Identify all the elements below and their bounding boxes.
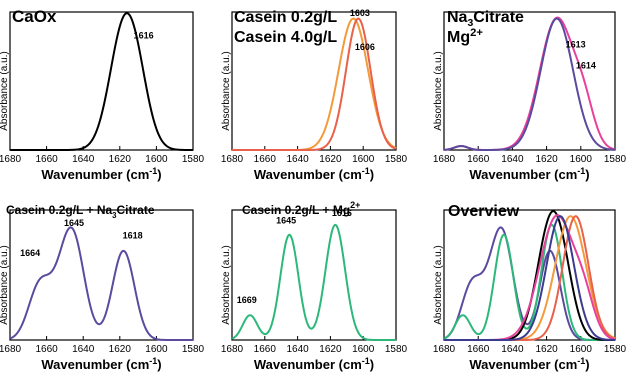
peak-annotation: 1664 — [20, 248, 40, 258]
x-tick-label: 1620 — [535, 154, 558, 165]
x-axis-label: Wavenumber (cm-1) — [469, 166, 589, 182]
x-tick-label: 1580 — [385, 154, 408, 165]
panel-title: Casein 0.2g/L + Na3Citrate — [6, 203, 155, 220]
y-axis-label: Absorbance (a.u.) — [221, 51, 232, 131]
peak-annotation: 1603 — [350, 8, 370, 18]
peak-annotation: 1645 — [276, 216, 296, 226]
x-tick-label: 1640 — [286, 154, 309, 165]
peak-annotation: 1606 — [355, 42, 375, 52]
plot-frame — [443, 11, 616, 151]
panel-title: Na3Citrate — [447, 9, 524, 29]
panel-title: Casein 0.2g/L + Mg2+ — [242, 200, 360, 217]
x-tick-label: 1580 — [182, 154, 205, 165]
x-tick-label: 1600 — [352, 154, 375, 165]
x-tick-label: 1660 — [254, 154, 277, 165]
x-tick-label: 1640 — [286, 344, 309, 355]
panel-title: Casein 0.2g/L — [234, 9, 337, 26]
x-tick-label: 1620 — [535, 344, 558, 355]
x-tick-label: 1680 — [433, 344, 456, 355]
series-line-1 — [10, 12, 193, 151]
y-axis-label: Absorbance (a.u.) — [221, 245, 232, 325]
y-axis-label: Absorbance (a.u.) — [433, 245, 444, 325]
x-tick-label: 1580 — [604, 344, 627, 355]
x-tick-label: 1600 — [145, 344, 168, 355]
x-tick-label: 1580 — [385, 344, 408, 355]
y-axis-label: Absorbance (a.u.) — [0, 245, 10, 325]
panel-3: 1680 1660 1640 1620 1600 1580 Wavenumber (cm-1… — [433, 9, 627, 182]
series-line-1 — [9, 226, 193, 341]
peak-annotation: 1613 — [566, 39, 586, 49]
x-axis-label: Wavenumber (cm-1) — [41, 166, 161, 182]
x-tick-label: 1620 — [109, 344, 132, 355]
x-tick-label: 1680 — [433, 154, 456, 165]
series-line-7 — [444, 215, 616, 341]
peak-annotation: 1614 — [576, 61, 596, 71]
series-line-1 — [231, 223, 396, 341]
x-tick-label: 1620 — [319, 154, 342, 165]
panel-title: CaOx — [12, 7, 57, 26]
x-tick-label: 1640 — [501, 344, 524, 355]
x-tick-label: 1620 — [319, 344, 342, 355]
y-axis-label: Absorbance (a.u.) — [433, 51, 444, 131]
x-tick-label: 1600 — [352, 344, 375, 355]
x-tick-label: 1660 — [35, 154, 58, 165]
series-line-2 — [443, 17, 616, 151]
x-tick-label: 1660 — [254, 344, 277, 355]
x-axis-label: Wavenumber (cm-1) — [254, 356, 374, 372]
panel-5: 1680 1660 1640 1620 1600 1580 Wavenumber (cm-1… — [221, 200, 408, 372]
x-tick-label: 1680 — [0, 154, 22, 165]
peak-annotation: 1616 — [332, 208, 352, 218]
x-axis-label: Wavenumber (cm-1) — [469, 356, 589, 372]
y-axis-label: Absorbance (a.u.) — [0, 51, 10, 131]
panel-title-line2: Casein 4.0g/L — [234, 29, 337, 46]
x-tick-label: 1620 — [109, 154, 132, 165]
peak-annotation: 1616 — [134, 30, 154, 40]
plot-frame — [231, 209, 397, 341]
x-tick-label: 1580 — [182, 344, 205, 355]
x-tick-label: 1600 — [570, 154, 593, 165]
panel-2: 1680 1660 1640 1620 1600 1580 Wavenumber (cm-1… — [221, 8, 408, 182]
peak-annotation: 1645 — [64, 218, 84, 228]
x-tick-label: 1680 — [221, 344, 244, 355]
panel-4: 1680 1660 1640 1620 1600 1580 Wavenumber (cm-1… — [0, 203, 205, 372]
x-axis-label: Wavenumber (cm-1) — [254, 166, 374, 182]
panel-6: 1680 1660 1640 1620 1600 1580 Wavenumber (cm-1… — [433, 203, 627, 372]
x-tick-label: 1600 — [145, 154, 168, 165]
x-tick-label: 1680 — [0, 344, 22, 355]
x-tick-label: 1640 — [501, 154, 524, 165]
panel-title: Overview — [448, 203, 520, 220]
x-tick-label: 1640 — [72, 154, 95, 165]
x-tick-label: 1680 — [221, 154, 244, 165]
series-line-2 — [443, 223, 615, 341]
x-tick-label: 1660 — [35, 344, 58, 355]
plot-frame — [9, 11, 194, 151]
x-tick-label: 1640 — [72, 344, 95, 355]
x-tick-label: 1600 — [570, 344, 593, 355]
x-axis-label: Wavenumber (cm-1) — [41, 356, 161, 372]
panel-title-line2: Mg2+ — [447, 27, 483, 46]
peak-annotation: 1669 — [237, 295, 257, 305]
series-line-2 — [232, 17, 397, 151]
x-tick-label: 1660 — [467, 154, 490, 165]
x-tick-label: 1580 — [604, 154, 627, 165]
peak-annotation: 1618 — [123, 230, 143, 240]
panel-1: 1680 1660 1640 1620 1600 1580 Wavenumber (cm-1… — [0, 7, 205, 182]
x-tick-label: 1660 — [467, 344, 490, 355]
plot-frame — [9, 209, 194, 341]
